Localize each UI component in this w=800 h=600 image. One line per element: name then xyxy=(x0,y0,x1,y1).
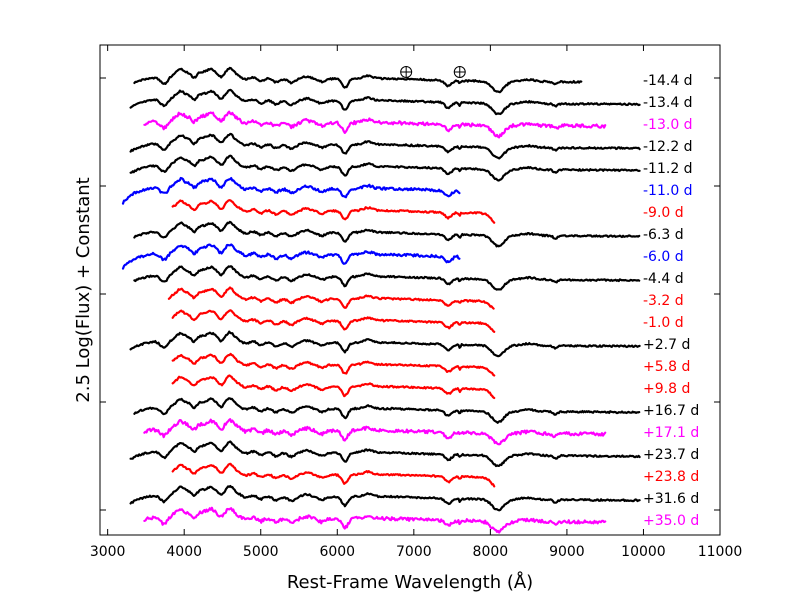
epoch-label: +23.8 d xyxy=(643,469,699,485)
spectrum-line xyxy=(133,66,583,94)
telluric-markers xyxy=(400,66,466,78)
spectrum-line xyxy=(129,88,641,116)
spectrum-line xyxy=(129,132,641,160)
x-tick-label: 3000 xyxy=(90,544,126,560)
epoch-label: -6.0 d xyxy=(643,249,684,265)
x-tick-label: 5000 xyxy=(243,544,279,560)
spectrum-line xyxy=(171,462,496,488)
spectrum-line xyxy=(129,484,641,512)
earth-icon xyxy=(400,66,413,78)
spectrum-line xyxy=(121,243,461,270)
spectrum-line xyxy=(133,265,641,291)
x-axis-title: Rest-Frame Wavelength (Å) xyxy=(287,571,533,593)
y-axis-title: 2.5 Log(Flux) + Constant xyxy=(73,177,94,402)
plot-frame xyxy=(99,44,721,536)
epoch-label: -12.2 d xyxy=(643,139,693,155)
epoch-label: +23.7 d xyxy=(643,447,699,463)
spectra-group xyxy=(121,66,641,534)
epoch-label: +5.8 d xyxy=(643,359,690,375)
spectrum-line xyxy=(171,374,496,400)
x-tick-label: 8000 xyxy=(473,544,509,560)
x-tick-label: 9000 xyxy=(549,544,585,560)
spectrum-line xyxy=(129,154,641,182)
spectrum-line xyxy=(171,199,496,224)
earth-icon xyxy=(453,66,466,78)
epoch-label: +16.7 d xyxy=(643,403,699,419)
spectrum-line xyxy=(143,110,607,139)
epoch-label: -13.4 d xyxy=(643,95,693,111)
epoch-label: -6.3 d xyxy=(643,227,684,243)
epoch-label: +9.8 d xyxy=(643,381,690,397)
x-tick-label: 10000 xyxy=(621,544,666,560)
spectrum-line xyxy=(143,506,607,534)
x-tick-label: 4000 xyxy=(166,544,202,560)
x-tick-label: 7000 xyxy=(396,544,432,560)
spectrum-line xyxy=(121,176,461,205)
spectrum-line xyxy=(171,352,496,377)
spectrum-line xyxy=(143,418,607,446)
epoch-label: -1.0 d xyxy=(643,315,684,331)
x-tick-label: 11000 xyxy=(698,544,743,560)
epoch-labels: -14.4 d -13.4 d -13.0 d -12.2 d -11.2 d -11.0… xyxy=(643,73,699,529)
epoch-label: -3.2 d xyxy=(643,293,684,309)
epoch-label: +17.1 d xyxy=(643,425,699,441)
spectrum-line xyxy=(133,220,641,248)
x-axis-ticks: 3000 4000 5000 6000 7000 8000 9000 10000 11000 xyxy=(90,45,742,560)
epoch-label: +35.0 d xyxy=(643,513,699,529)
x-tick-label: 6000 xyxy=(319,544,355,560)
spectrum-line xyxy=(129,330,641,358)
spectrum-line xyxy=(133,397,641,424)
epoch-label: -11.2 d xyxy=(643,161,693,177)
epoch-label: +31.6 d xyxy=(643,491,699,507)
spectrum-line xyxy=(129,440,641,468)
epoch-label: -13.0 d xyxy=(643,117,693,133)
spectrum-line xyxy=(167,286,495,310)
spectrum-line xyxy=(171,309,496,333)
y-axis-ticks xyxy=(100,77,720,511)
epoch-label: -4.4 d xyxy=(643,271,684,287)
epoch-label: -11.0 d xyxy=(643,183,693,199)
epoch-label: -14.4 d xyxy=(643,73,693,89)
epoch-label: -9.0 d xyxy=(643,205,684,221)
epoch-label: +2.7 d xyxy=(643,337,690,353)
